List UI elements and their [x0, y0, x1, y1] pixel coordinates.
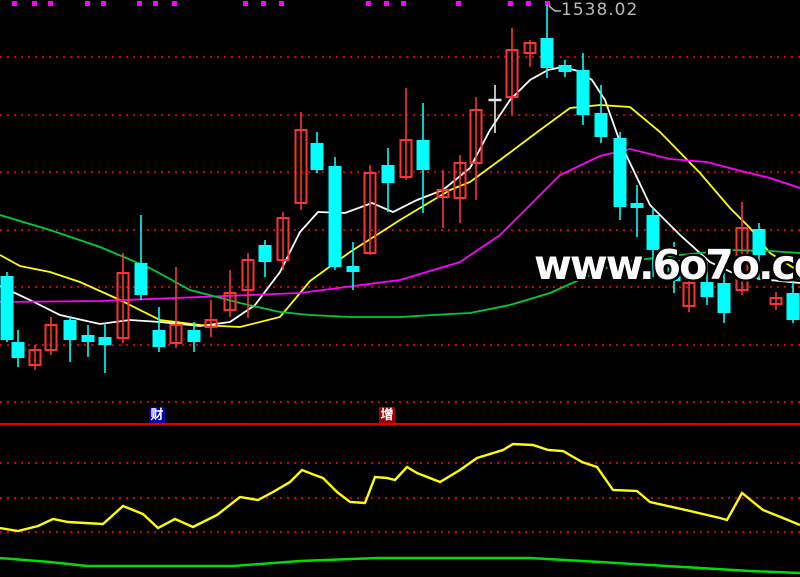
candle-body-down — [646, 215, 660, 250]
candle-body-down — [717, 283, 731, 313]
candle-body-down — [81, 335, 95, 342]
candle-body-down — [416, 140, 430, 170]
candle-body-down — [187, 330, 201, 342]
candle-body-down — [786, 293, 800, 320]
ma-magenta-line — [0, 148, 800, 303]
candle-body-up — [682, 282, 696, 307]
indicator-green-line — [0, 556, 800, 575]
signal-dot — [12, 1, 17, 6]
signal-dot — [526, 1, 531, 6]
signal-dots — [12, 1, 550, 6]
indicator-yellow-line — [0, 442, 800, 533]
signal-dot — [32, 1, 37, 6]
signal-dot — [101, 1, 106, 6]
candle-body-up — [44, 324, 58, 351]
signal-dot — [384, 1, 389, 6]
high-price-pointer — [548, 5, 561, 12]
high-price-label: 1538.02 — [561, 0, 639, 20]
candle-body-up — [116, 272, 130, 339]
candle-body-up — [399, 139, 413, 178]
candle-body-down — [258, 245, 272, 262]
candle-body-down — [613, 138, 627, 207]
candle-body-up — [169, 324, 183, 344]
candle-body-down — [11, 342, 25, 358]
grid-lines — [0, 56, 800, 533]
indicator-tab-cai[interactable]: 财 — [149, 407, 165, 423]
signal-dot — [153, 1, 158, 6]
candle-body-up — [735, 227, 749, 291]
price-pointer-line — [548, 5, 561, 12]
candle-body-up — [436, 189, 450, 198]
candle-body-down — [594, 113, 608, 137]
candle-body-down — [752, 229, 766, 255]
candle-body-up — [453, 162, 467, 199]
signal-dot — [243, 1, 248, 6]
signal-dot — [545, 1, 550, 6]
candle-body-down — [98, 337, 112, 345]
candle-body-down — [558, 65, 572, 72]
candle-body-down — [700, 282, 714, 297]
candle-body-up — [769, 297, 783, 305]
candle-body-up — [505, 49, 519, 98]
candle-body-down — [381, 165, 395, 183]
candle-body-down — [0, 276, 14, 340]
candle-body-down — [63, 320, 77, 340]
candle-body-up — [469, 109, 483, 164]
candle-body-down — [152, 330, 166, 347]
candle-body-down — [346, 266, 360, 272]
candle-body-down — [328, 166, 342, 267]
signal-dot — [508, 1, 513, 6]
candle-body-down — [134, 263, 148, 295]
candle-body-up — [28, 349, 42, 366]
indicator-tab-zeng[interactable]: 增 — [379, 407, 395, 423]
candle-body-up — [204, 319, 218, 328]
signal-dot — [48, 1, 53, 6]
signal-dot — [137, 1, 142, 6]
watermark-text: www.6o7o.com — [534, 241, 800, 289]
candle-body-up — [276, 217, 290, 261]
signal-dot — [456, 1, 461, 6]
candle-body-down — [540, 38, 554, 68]
candle-body-up — [363, 172, 377, 254]
signal-dot — [401, 1, 406, 6]
signal-dot — [279, 1, 284, 6]
signal-dot — [261, 1, 266, 6]
candle-body-down — [630, 203, 644, 208]
ma-green-line — [0, 214, 800, 318]
signal-dot — [172, 1, 177, 6]
signal-dot — [366, 1, 371, 6]
candle-body-up — [223, 292, 237, 311]
candle-body-down — [576, 70, 590, 115]
candle-body-down — [310, 143, 324, 170]
indicator-lines — [0, 442, 800, 575]
signal-dot — [85, 1, 90, 6]
candle-body-down — [667, 260, 681, 281]
candle-body-up — [523, 42, 537, 54]
candle-body-up — [241, 259, 255, 291]
candlesticks — [0, 5, 800, 373]
candle-body-up — [294, 129, 308, 204]
ma-yellow-line — [0, 104, 800, 328]
